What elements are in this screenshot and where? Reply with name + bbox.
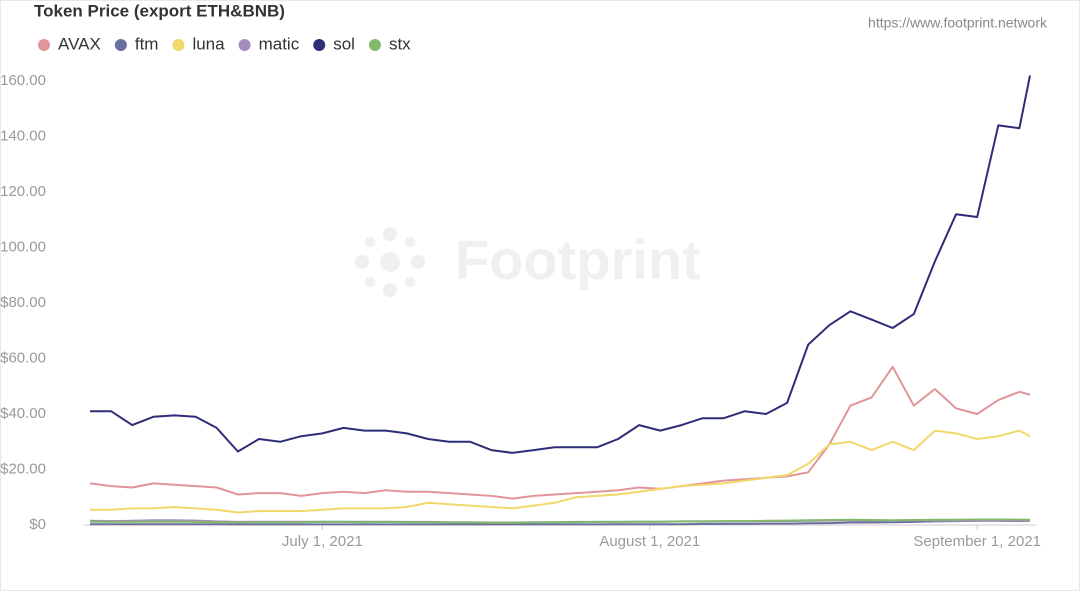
y-tick-label: $80.00: [0, 294, 46, 311]
source-url: https://www.footprint.network: [868, 15, 1048, 31]
legend-marker: [313, 39, 326, 51]
series-line: [90, 429, 1031, 514]
y-tick-label: $120.00: [0, 183, 46, 200]
legend-marker: [38, 39, 50, 51]
y-tick-label: $20.00: [0, 460, 46, 477]
chart-title: Token Price (export ETH&BNB): [34, 1, 285, 20]
legend-marker: [172, 39, 185, 51]
legend-label: ftm: [135, 34, 159, 53]
watermark-icon: [355, 227, 425, 297]
legend-label: matic: [259, 34, 300, 53]
y-tick-label: $0: [29, 516, 46, 533]
legend-label: sol: [333, 34, 355, 53]
series-line: [90, 75, 1031, 454]
x-tick-label: September 1, 2021: [913, 533, 1041, 550]
watermark: Footprint: [455, 228, 701, 291]
y-tick-label: $40.00: [0, 405, 46, 422]
series-line: [89, 365, 1031, 500]
y-tick-label: $160.00: [0, 72, 46, 89]
series-line: [89, 518, 1030, 524]
series-line: [90, 519, 1031, 526]
y-tick-label: $100.00: [0, 238, 46, 255]
legend-marker: [368, 39, 381, 51]
y-tick-label: $140.00: [0, 127, 46, 144]
legend: AVAX ftm luna matic sol stx: [38, 34, 411, 53]
legend-label: luna: [192, 34, 225, 53]
legend-marker: [114, 39, 127, 51]
x-tick-label: August 1, 2021: [599, 533, 700, 550]
x-tick-label: July 1, 2021: [282, 533, 363, 550]
legend-label: AVAX: [58, 34, 101, 53]
y-tick-label: $60.00: [0, 349, 46, 366]
legend-marker: [238, 39, 251, 51]
legend-label: stx: [389, 34, 411, 53]
